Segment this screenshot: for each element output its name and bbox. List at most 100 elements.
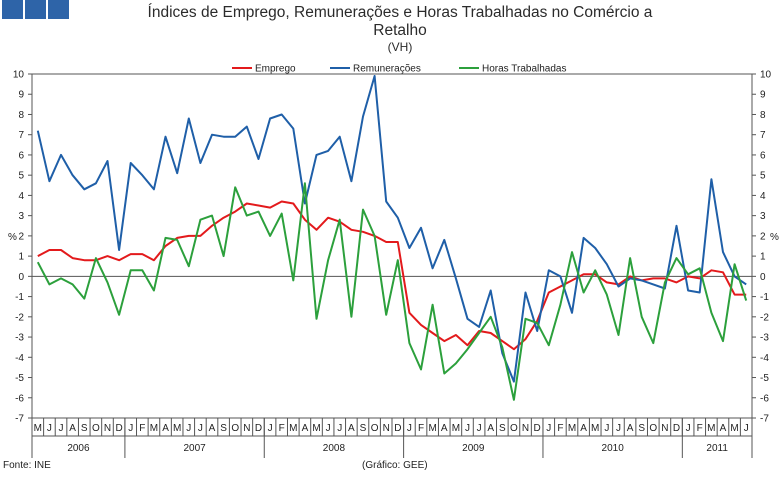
y-tick-label-left: 7 (18, 130, 24, 141)
y-tick-label-left: 0 (18, 272, 24, 283)
y-tick-label-left: -7 (15, 414, 24, 425)
month-label: J (128, 423, 133, 434)
month-label: J (186, 423, 191, 434)
month-label: D (394, 423, 401, 434)
y-tick-label-left: -2 (15, 312, 24, 323)
month-label: A (348, 423, 355, 434)
month-label: J (477, 423, 482, 434)
month-label: A (162, 423, 169, 434)
chart-title-line-1: Índices de Emprego, Remunerações e Horas… (147, 4, 653, 21)
year-label: 2008 (323, 443, 346, 454)
plot-frame (31, 73, 753, 419)
y-tick-label-right: 2 (760, 231, 766, 242)
month-label: J (268, 423, 273, 434)
month-label: F (139, 423, 145, 434)
y-tick-label-left: 1 (18, 252, 24, 263)
month-label: S (360, 423, 367, 434)
series-line-emprego (37, 200, 747, 351)
year-label: 2011 (706, 443, 728, 454)
footer-source: Fonte: INE (3, 460, 51, 471)
month-label: N (383, 423, 390, 434)
y-axis-label-right: % (770, 232, 779, 243)
y-tick-label-right: 9 (760, 90, 766, 101)
chart-title-line-2: Retalho (373, 22, 427, 39)
month-label: M (312, 423, 320, 434)
month-label: M (173, 423, 181, 434)
y-axis-label-left: % (8, 232, 17, 243)
month-label: O (510, 423, 518, 434)
month-label: D (115, 423, 122, 434)
y-tick-label-right: -3 (760, 333, 769, 344)
month-label: M (591, 423, 599, 434)
month-label: J (198, 423, 203, 434)
month-label: J (616, 423, 621, 434)
month-label: D (255, 423, 262, 434)
y-tick-label-right: 5 (760, 171, 766, 182)
year-label: 2009 (462, 443, 485, 454)
month-label: N (243, 423, 250, 434)
y-tick-label-right: 8 (760, 110, 766, 121)
month-label: M (730, 423, 738, 434)
month-label: O (231, 423, 239, 434)
month-label: F (557, 423, 563, 434)
y-tick-label-right: 3 (760, 211, 766, 222)
month-label: S (638, 423, 645, 434)
month-label: M (289, 423, 297, 434)
month-label: A (302, 423, 309, 434)
month-label: A (69, 423, 76, 434)
footer-credit: (Gráfico: GEE) (362, 460, 428, 471)
chart-subtitle: (VH) (387, 40, 413, 54)
logo-square-2 (25, 0, 46, 19)
month-label: A (720, 423, 727, 434)
month-label: A (487, 423, 494, 434)
y-tick-label-right: 0 (760, 272, 766, 283)
legend-label: Emprego (255, 64, 296, 75)
y-tick-label-left: 5 (18, 171, 24, 182)
y-tick-label-right: -7 (760, 414, 769, 425)
month-label: D (673, 423, 680, 434)
y-tick-label-right: -6 (760, 393, 769, 404)
month-label: F (697, 423, 703, 434)
series-line-remuneracoes (36, 75, 747, 383)
month-label: S (220, 423, 227, 434)
logo-square-1 (2, 0, 23, 19)
month-label: N (661, 423, 668, 434)
month-label: O (371, 423, 379, 434)
y-tick-label-left: 10 (13, 70, 25, 81)
y-tick-label-right: 6 (760, 150, 766, 161)
y-tick-label-left: -1 (15, 292, 24, 303)
month-label: J (686, 423, 691, 434)
y-tick-label-left: 9 (18, 90, 24, 101)
y-tick-label-right: 4 (760, 191, 766, 202)
month-label: N (522, 423, 529, 434)
legend-label: Remunerações (353, 64, 421, 75)
month-label: M (452, 423, 460, 434)
y-tick-label-left: -4 (15, 353, 24, 364)
month-label: S (81, 423, 88, 434)
month-label: J (59, 423, 64, 434)
y-tick-label-left: 4 (18, 191, 24, 202)
month-label: D (534, 423, 541, 434)
month-label: M (568, 423, 576, 434)
month-label: M (34, 423, 42, 434)
month-label: A (580, 423, 587, 434)
month-label: O (92, 423, 100, 434)
y-tick-label-right: -1 (760, 292, 769, 303)
y-tick-label-left: -3 (15, 333, 24, 344)
month-label: F (279, 423, 285, 434)
month-label: M (428, 423, 436, 434)
series-line-horas-trabalhadas (36, 182, 748, 401)
month-label: J (604, 423, 609, 434)
y-tick-label-right: 1 (760, 252, 766, 263)
month-label: S (499, 423, 506, 434)
month-label: O (649, 423, 657, 434)
y-tick-label-right: 10 (760, 70, 772, 81)
month-label: J (47, 423, 52, 434)
y-tick-label-left: -5 (15, 373, 24, 384)
y-tick-label-right: 7 (760, 130, 766, 141)
y-tick-label-right: -4 (760, 353, 769, 364)
month-label: J (546, 423, 551, 434)
logo-square-3 (48, 0, 69, 19)
month-label: J (407, 423, 412, 434)
